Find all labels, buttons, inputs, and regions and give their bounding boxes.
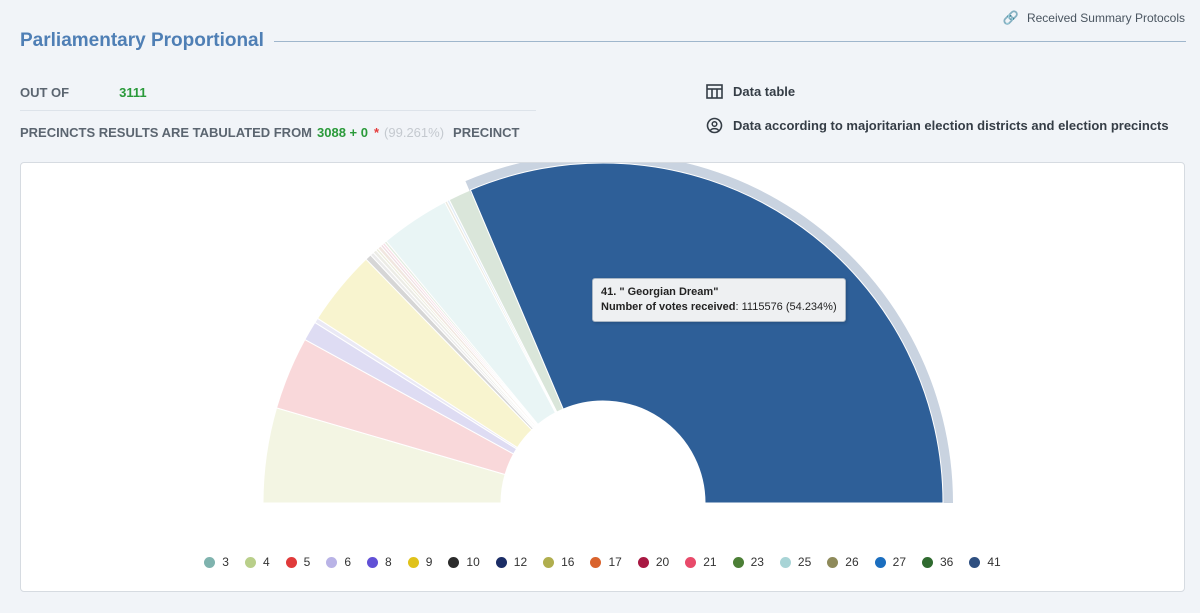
legend-item-21[interactable]: 21 bbox=[685, 555, 717, 569]
legend-item-27[interactable]: 27 bbox=[874, 555, 906, 569]
legend-item-6[interactable]: 6 bbox=[326, 555, 351, 569]
legend-label-25: 25 bbox=[797, 555, 812, 569]
semicircle-pie-chart bbox=[262, 163, 953, 504]
legend-marker-26 bbox=[827, 556, 839, 568]
chart-legend: 3 4 5 6 8 9 10 12 16 17 20 21 23 25 26 27 36 41 bbox=[21, 555, 1184, 569]
legend-item-9[interactable]: 9 bbox=[407, 555, 433, 569]
legend-marker-5 bbox=[285, 556, 297, 568]
legend-marker-17 bbox=[590, 556, 602, 568]
legend-item-8[interactable]: 8 bbox=[367, 555, 392, 569]
out-of-label: OUT OF bbox=[20, 85, 70, 100]
out-of-row: OUT OF 3111 bbox=[20, 85, 536, 111]
tooltip-label: Number of votes received bbox=[601, 301, 736, 313]
legend-label-10: 10 bbox=[466, 555, 480, 569]
legend-label-9: 9 bbox=[425, 555, 433, 569]
legend-item-17[interactable]: 17 bbox=[590, 555, 622, 569]
tabulated-row: PRECINCTS RESULTS ARE TABULATED FROM 308… bbox=[20, 125, 536, 140]
legend-label-16: 16 bbox=[561, 555, 575, 569]
legend-label-6: 6 bbox=[344, 555, 352, 569]
legend-item-41[interactable]: 41 bbox=[969, 555, 1001, 569]
data-links: Data table Data according to majoritaria… bbox=[706, 84, 1169, 152]
legend-marker-36 bbox=[922, 556, 933, 568]
tabulated-value: 3088 + 0 bbox=[317, 125, 368, 140]
data-table-label: Data table bbox=[733, 84, 796, 99]
legend-label-27: 27 bbox=[892, 555, 906, 569]
tooltip-value: : 1115576 (54.234%) bbox=[735, 301, 837, 313]
legend-item-26[interactable]: 26 bbox=[827, 555, 859, 569]
out-of-value: 3111 bbox=[119, 85, 147, 100]
legend-label-23: 23 bbox=[750, 555, 764, 569]
legend-marker-9 bbox=[407, 556, 419, 568]
districts-link[interactable]: Data according to majoritarian election … bbox=[706, 117, 1169, 134]
legend-marker-25 bbox=[779, 556, 791, 568]
legend-label-3: 3 bbox=[222, 555, 229, 569]
chart-tooltip: 41. " Georgian Dream" Number of votes re… bbox=[592, 278, 846, 322]
asterisk-marker: * bbox=[373, 125, 380, 140]
legend-item-25[interactable]: 25 bbox=[779, 555, 812, 569]
slice-highlight-halo bbox=[465, 163, 953, 503]
legend-label-20: 20 bbox=[655, 555, 670, 569]
legend-item-20[interactable]: 20 bbox=[637, 555, 670, 569]
legend-label-12: 12 bbox=[513, 555, 528, 569]
legend-label-21: 21 bbox=[703, 555, 717, 569]
data-table-link[interactable]: Data table bbox=[706, 84, 1169, 99]
legend-label-8: 8 bbox=[385, 555, 392, 569]
legend-label-26: 26 bbox=[845, 555, 859, 569]
legend-label-5: 5 bbox=[303, 555, 311, 569]
chart-container: 41. " Georgian Dream" Number of votes re… bbox=[20, 162, 1185, 592]
legend-item-3[interactable]: 3 bbox=[204, 555, 229, 569]
legend-item-36[interactable]: 36 bbox=[922, 555, 953, 569]
tooltip-title: 41. " Georgian Dream" bbox=[601, 286, 719, 298]
location-pin-icon bbox=[706, 117, 723, 134]
legend-marker-6 bbox=[326, 556, 338, 568]
legend-marker-23 bbox=[732, 556, 744, 568]
legend-item-12[interactable]: 12 bbox=[495, 555, 528, 569]
legend-marker-10 bbox=[448, 556, 460, 568]
legend-item-10[interactable]: 10 bbox=[448, 555, 480, 569]
page-header: Parliamentary Proportional bbox=[20, 30, 1186, 52]
legend-marker-27 bbox=[874, 556, 886, 568]
legend-item-23[interactable]: 23 bbox=[732, 555, 764, 569]
received-summary-protocols-label: Received Summary Protocols bbox=[1026, 11, 1185, 25]
table-icon bbox=[706, 84, 723, 99]
legend-label-4: 4 bbox=[262, 555, 270, 569]
legend-label-17: 17 bbox=[608, 555, 622, 569]
page-title: Parliamentary Proportional bbox=[20, 30, 264, 51]
header-divider bbox=[273, 40, 1186, 42]
received-summary-protocols-link[interactable]: 🔗 Received Summary Protocols bbox=[1003, 10, 1185, 26]
legend-item-4[interactable]: 4 bbox=[244, 555, 270, 569]
districts-label: Data according to majoritarian election … bbox=[733, 118, 1169, 133]
precinct-stats: OUT OF 3111 PRECINCTS RESULTS ARE TABULA… bbox=[20, 85, 536, 140]
pie-slice-41[interactable] bbox=[469, 163, 944, 504]
legend-label-36: 36 bbox=[940, 555, 954, 569]
legend-marker-41 bbox=[969, 556, 981, 568]
legend-marker-20 bbox=[637, 556, 649, 568]
legend-label-41: 41 bbox=[987, 555, 1001, 569]
legend-marker-12 bbox=[495, 556, 507, 568]
legend-marker-16 bbox=[543, 556, 555, 568]
legend-marker-21 bbox=[685, 556, 697, 568]
legend-marker-8 bbox=[367, 556, 379, 568]
link-icon: 🔗 bbox=[1002, 10, 1019, 25]
legend-marker-4 bbox=[244, 556, 256, 568]
legend-marker-3 bbox=[204, 556, 216, 568]
legend-item-16[interactable]: 16 bbox=[543, 555, 574, 569]
legend-item-5[interactable]: 5 bbox=[285, 555, 311, 569]
tabulated-label: PRECINCTS RESULTS ARE TABULATED FROM bbox=[20, 125, 313, 140]
tabulated-percent: (99.261%) bbox=[384, 125, 445, 140]
tabulated-tail: PRECINCT bbox=[453, 125, 520, 140]
